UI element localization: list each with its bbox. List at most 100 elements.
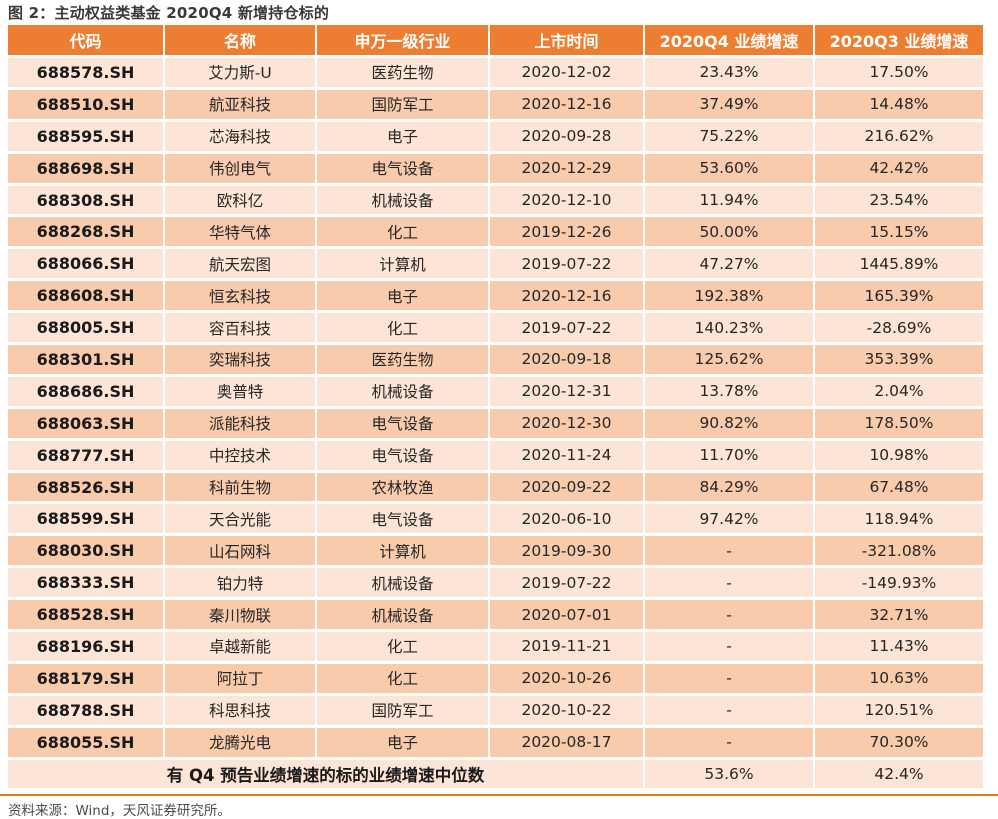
cell-industry: 化工 <box>315 310 488 343</box>
table-row: 688301.SH 奕瑞科技 医药生物 2020-09-18 125.62% 353.39… <box>8 342 983 374</box>
cell-list-date: 2020-12-29 <box>488 150 643 183</box>
cell-q4-growth: 75.22% <box>643 118 813 151</box>
table-row: 688333.SH 铂力特 机械设备 2019-07-22- -149.93% <box>8 565 983 598</box>
summary-label: 有 Q4 预告业绩增速的标的业绩增速中位数 <box>8 756 643 789</box>
cell-q3-growth: 42.42% <box>813 150 983 183</box>
table-row: 688030.SH 山石网科 计算机 2019-09-30- -321.08% <box>8 533 983 566</box>
source-note: 资料来源：Wind，天风证券研究所。 <box>8 803 231 819</box>
cell-code: 688510.SH <box>8 86 163 119</box>
cell-code: 688777.SH <box>8 437 163 470</box>
cell-name: 奕瑞科技 <box>163 342 315 374</box>
cell-list-date: 2019-12-26 <box>488 214 643 247</box>
cell-list-date: 2020-09-18 <box>488 342 643 374</box>
cell-name: 科前生物 <box>163 469 315 502</box>
cell-q4-growth: 53.60% <box>643 150 813 183</box>
cell-name: 天合光能 <box>163 501 315 534</box>
cell-q4-growth: 140.23% <box>643 310 813 343</box>
cell-q3-growth: 15.15% <box>813 214 983 247</box>
cell-industry: 国防军工 <box>315 692 488 725</box>
cell-industry: 医药生物 <box>315 55 488 87</box>
cell-list-date: 2020-12-31 <box>488 373 643 406</box>
cell-industry: 机械设备 <box>315 565 488 598</box>
cell-q3-growth: 23.54% <box>813 182 983 215</box>
cell-name: 龙腾光电 <box>163 724 315 757</box>
cell-list-date: 2019-11-21 <box>488 629 643 661</box>
cell-q3-growth: -149.93% <box>813 565 983 598</box>
cell-q4-growth: 11.94% <box>643 182 813 215</box>
table-footer: 有 Q4 预告业绩增速的标的业绩增速中位数 53.6% 42.4% <box>8 756 983 789</box>
cell-code: 688686.SH <box>8 373 163 406</box>
cell-code: 688005.SH <box>8 310 163 343</box>
cell-code: 688788.SH <box>8 692 163 725</box>
cell-code: 688301.SH <box>8 342 163 374</box>
table-row: 688066.SH 航天宏图 计算机 2019-07-22 47.27% 1445.89% <box>8 246 983 279</box>
cell-q4-growth: 90.82% <box>643 405 813 438</box>
col-header-code: 代码 <box>8 25 163 55</box>
cell-industry: 化工 <box>315 629 488 661</box>
table-row: 688595.SH 芯海科技 电子 2020-09-28 75.22% 216.62% <box>8 118 983 151</box>
cell-code: 688333.SH <box>8 565 163 598</box>
cell-code: 688608.SH <box>8 278 163 311</box>
cell-q3-growth: 216.62% <box>813 118 983 151</box>
cell-name: 华特气体 <box>163 214 315 247</box>
table-row: 688698.SH 伟创电气 电气设备 2020-12-29 53.60% 42.42% <box>8 150 983 183</box>
col-header-name: 名称 <box>163 25 315 55</box>
new-holdings-table: 代码 名称 申万一级行业 上市时间 2020Q4 业绩增速 2020Q3 业绩增… <box>8 25 983 789</box>
cell-industry: 计算机 <box>315 246 488 279</box>
table-row: 688578.SH 艾力斯-U 医药生物 2020-12-02 23.43% 17.50% <box>8 55 983 87</box>
cell-code: 688578.SH <box>8 55 163 87</box>
cell-name: 艾力斯-U <box>163 55 315 87</box>
table-row: 688510.SH 航亚科技 国防军工 2020-12-16 37.49% 14.48% <box>8 86 983 119</box>
cell-list-date: 2019-07-22 <box>488 246 643 279</box>
cell-list-date: 2019-07-22 <box>488 310 643 343</box>
cell-q3-growth: 1445.89% <box>813 246 983 279</box>
cell-list-date: 2020-12-16 <box>488 86 643 119</box>
col-header-q3-growth: 2020Q3 业绩增速 <box>813 25 983 55</box>
table-row: 688179.SH 阿拉丁 化工 2020-10-26-10.63% <box>8 660 983 693</box>
cell-q4-growth: 47.27% <box>643 246 813 279</box>
cell-q4-growth: 125.62% <box>643 342 813 374</box>
cell-list-date: 2020-08-17 <box>488 724 643 757</box>
table-row: 688196.SH 卓越新能 化工 2019-11-21-11.43% <box>8 629 983 661</box>
table-row: 688308.SH 欧科亿 机械设备 2020-12-10 11.94% 23.54% <box>8 182 983 215</box>
cell-list-date: 2020-12-16 <box>488 278 643 311</box>
cell-code: 688698.SH <box>8 150 163 183</box>
cell-q3-growth: 17.50% <box>813 55 983 87</box>
figure-title: 图 2：主动权益类基金 2020Q4 新增持仓标的 <box>8 4 330 22</box>
cell-industry: 电气设备 <box>315 501 488 534</box>
cell-q4-growth: 97.42% <box>643 501 813 534</box>
cell-code: 688066.SH <box>8 246 163 279</box>
cell-name: 铂力特 <box>163 565 315 598</box>
cell-code: 688063.SH <box>8 405 163 438</box>
cell-q4-growth: 37.49% <box>643 86 813 119</box>
cell-q4-growth: - <box>643 629 813 661</box>
table-row: 688055.SH 龙腾光电 电子 2020-08-17-70.30% <box>8 724 983 757</box>
cell-q3-growth: 70.30% <box>813 724 983 757</box>
cell-code: 688526.SH <box>8 469 163 502</box>
cell-list-date: 2020-12-02 <box>488 55 643 87</box>
cell-industry: 化工 <box>315 214 488 247</box>
cell-name: 秦川物联 <box>163 597 315 630</box>
cell-name: 航亚科技 <box>163 86 315 119</box>
cell-name: 航天宏图 <box>163 246 315 279</box>
cell-q3-growth: 2.04% <box>813 373 983 406</box>
cell-name: 中控技术 <box>163 437 315 470</box>
cell-industry: 电子 <box>315 724 488 757</box>
cell-code: 688595.SH <box>8 118 163 151</box>
cell-q4-growth: - <box>643 660 813 693</box>
cell-q4-growth: 13.78% <box>643 373 813 406</box>
cell-q4-growth: 11.70% <box>643 437 813 470</box>
cell-name: 容百科技 <box>163 310 315 343</box>
cell-q3-growth: -321.08% <box>813 533 983 566</box>
cell-list-date: 2020-07-01 <box>488 597 643 630</box>
cell-code: 688308.SH <box>8 182 163 215</box>
cell-industry: 电气设备 <box>315 405 488 438</box>
cell-q3-growth: 67.48% <box>813 469 983 502</box>
cell-list-date: 2020-10-22 <box>488 692 643 725</box>
summary-q4-median: 53.6% <box>643 756 813 789</box>
col-header-q4-growth: 2020Q4 业绩增速 <box>643 25 813 55</box>
cell-industry: 医药生物 <box>315 342 488 374</box>
cell-q3-growth: 14.48% <box>813 86 983 119</box>
divider-line <box>0 794 998 796</box>
cell-q4-growth: - <box>643 724 813 757</box>
